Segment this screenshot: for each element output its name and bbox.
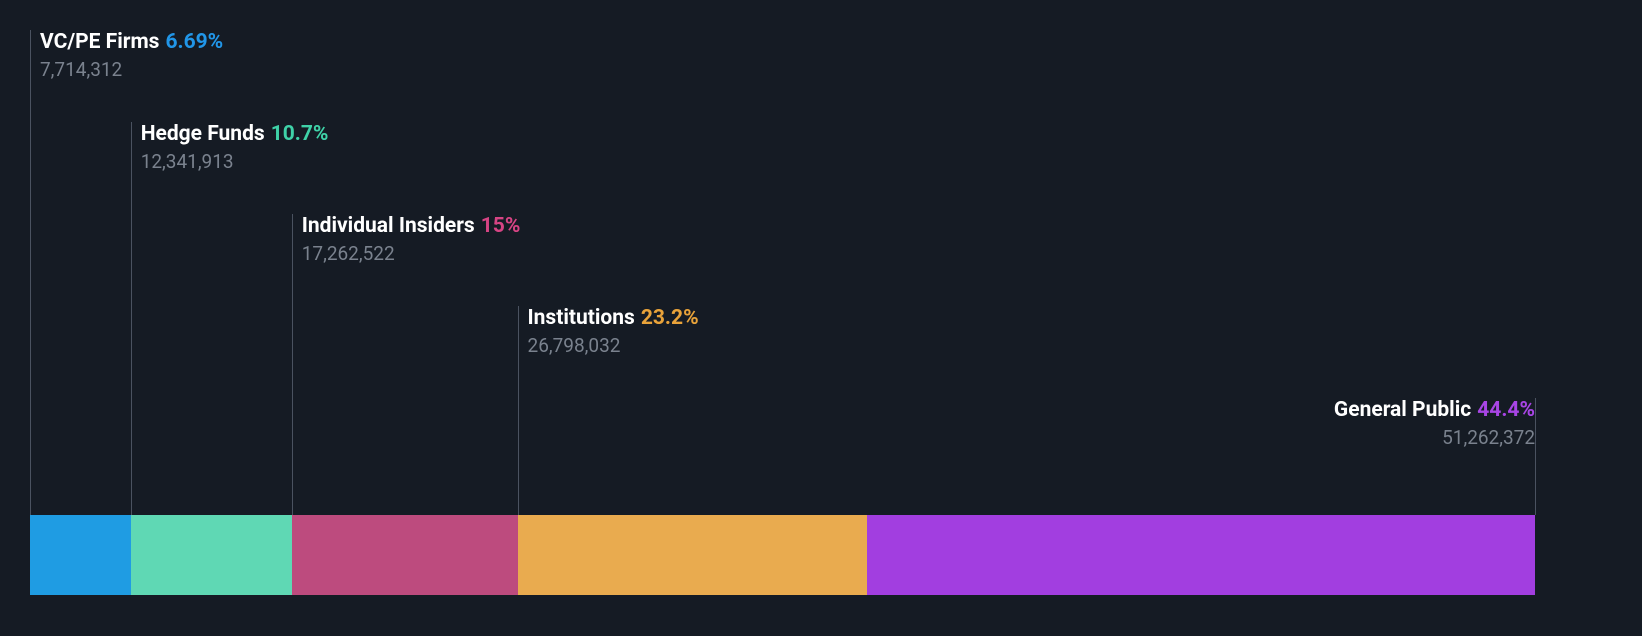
label-hedge-funds: Hedge Funds10.7% 12,341,913 (141, 122, 329, 174)
segment-percent: 44.4% (1477, 398, 1535, 422)
segment-percent: 6.69% (165, 30, 223, 54)
bar-track (30, 515, 1535, 595)
segment-name: Institutions23.2% (528, 306, 699, 331)
leader-line (518, 306, 519, 515)
segment-name: Individual Insiders15% (302, 214, 521, 239)
bar-segment-vc-pe-firms (30, 515, 131, 595)
leader-line (30, 30, 31, 515)
segment-name-text: Hedge Funds (141, 122, 265, 146)
segment-percent: 10.7% (271, 122, 329, 146)
segment-value: 12,341,913 (141, 151, 329, 174)
label-vc-pe-firms: VC/PE Firms6.69% 7,714,312 (40, 30, 223, 82)
bar-segment-general-public (867, 515, 1535, 595)
ownership-breakdown-chart: VC/PE Firms6.69% 7,714,312 Hedge Funds10.7… (30, 30, 1535, 595)
label-general-public: General Public44.4% 51,262,372 (1334, 398, 1535, 450)
segment-value: 26,798,032 (528, 335, 699, 358)
segment-percent: 23.2% (641, 306, 699, 330)
label-institutions: Institutions23.2% 26,798,032 (528, 306, 699, 358)
segment-name-text: Individual Insiders (302, 214, 475, 238)
bar-segment-hedge-funds (131, 515, 292, 595)
segment-value: 17,262,522 (302, 243, 521, 266)
label-individual-insiders: Individual Insiders15% 17,262,522 (302, 214, 521, 266)
segment-percent: 15% (481, 214, 521, 238)
bar-segment-institutions (518, 515, 867, 595)
segment-value: 51,262,372 (1334, 427, 1535, 450)
segment-name: VC/PE Firms6.69% (40, 30, 223, 55)
segment-name: General Public44.4% (1334, 398, 1535, 423)
leader-line (292, 214, 293, 515)
leader-line (131, 122, 132, 515)
leader-line (1535, 398, 1536, 515)
segment-name: Hedge Funds10.7% (141, 122, 329, 147)
bar-segment-individual-insiders (292, 515, 518, 595)
segment-value: 7,714,312 (40, 59, 223, 82)
segment-name-text: VC/PE Firms (40, 30, 159, 54)
segment-name-text: General Public (1334, 398, 1471, 422)
segment-name-text: Institutions (528, 306, 635, 330)
